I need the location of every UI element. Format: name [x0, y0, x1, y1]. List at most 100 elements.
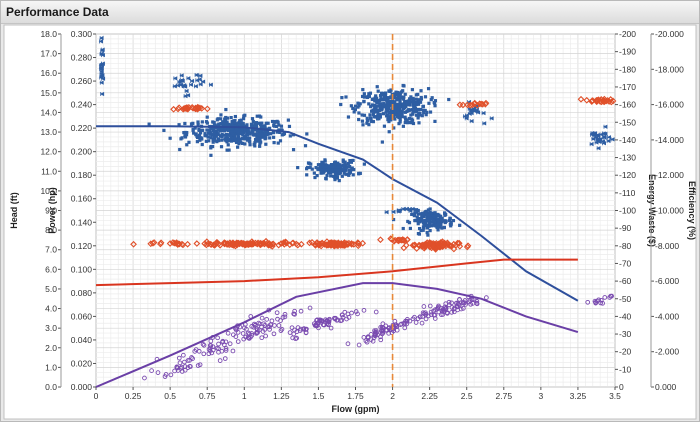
head-data-point — [416, 114, 420, 118]
head-data-point — [334, 166, 338, 170]
efficiency-data-point — [449, 300, 454, 306]
head-data-point — [240, 121, 244, 125]
head-data-point — [212, 130, 217, 134]
head-data-point — [433, 101, 437, 105]
head-data-point — [229, 136, 234, 140]
head-data-point — [323, 158, 327, 162]
power-data-point — [432, 245, 440, 253]
head-data-point — [416, 116, 420, 120]
head-data-point — [211, 144, 215, 149]
efficiency-data-point — [227, 341, 233, 347]
head-data-point — [314, 165, 318, 170]
head-data-point — [375, 104, 379, 108]
head-data-point — [271, 131, 276, 135]
head-data-point — [264, 121, 268, 125]
head-data-point — [222, 121, 226, 125]
head-data-point — [226, 143, 230, 147]
y-tick-label: -100 — [619, 206, 636, 216]
head-data-point — [240, 141, 245, 146]
head-data-point — [411, 101, 416, 105]
efficiency-data-point — [413, 320, 419, 325]
head-data-point — [396, 90, 400, 95]
head-data-point — [464, 113, 469, 118]
head-data-point — [229, 127, 233, 131]
efficiency-data-point — [196, 348, 202, 354]
head-data-point — [205, 121, 209, 125]
head-data-point — [420, 114, 424, 118]
efficiency-data-point — [394, 324, 400, 330]
head-data-point — [369, 104, 373, 109]
head-data-point — [393, 110, 397, 114]
head-data-point — [428, 211, 432, 215]
power-data-point — [193, 240, 201, 247]
head-data-point — [421, 104, 426, 108]
head-data-point — [365, 121, 369, 125]
head-data-point — [418, 220, 422, 224]
head-data-point — [396, 209, 401, 214]
head-data-point — [230, 130, 234, 134]
head-data-point — [403, 115, 407, 119]
head-data-point — [183, 93, 188, 99]
y-tick-label: 0.020 — [71, 358, 93, 368]
head-data-point — [427, 217, 431, 222]
head-data-point — [277, 123, 281, 127]
head-data-point — [291, 148, 296, 152]
power-data-point — [323, 241, 331, 249]
efficiency-data-point — [259, 335, 265, 341]
head-data-point — [315, 173, 319, 178]
efficiency-data-point — [331, 315, 337, 321]
head-data-point — [196, 120, 200, 124]
y-tick-label: 14.0 — [40, 107, 57, 117]
head-data-point — [407, 108, 411, 113]
head-data-point — [449, 220, 453, 224]
head-data-point — [426, 208, 431, 212]
head-data-point — [328, 165, 333, 169]
head-data-point — [418, 113, 422, 117]
head-data-point — [237, 120, 241, 125]
y-tick-label: -130 — [619, 153, 636, 163]
head-data-point — [599, 132, 604, 137]
efficiency-data-point — [593, 300, 599, 306]
y-tick-label: 0.280 — [71, 53, 93, 63]
efficiency-data-point — [177, 360, 183, 366]
y-tick-label: 16.0 — [40, 68, 57, 78]
efficiency-data-point — [235, 339, 241, 344]
head-data-point — [416, 219, 420, 223]
power-data-point — [157, 240, 164, 248]
efficiency-data-point — [368, 332, 374, 337]
head-data-point — [261, 132, 265, 137]
efficiency-data-point — [602, 295, 608, 300]
power-data-point — [402, 241, 410, 249]
head-data-point — [288, 134, 292, 138]
head-data-point — [243, 137, 247, 141]
power-data-point — [459, 101, 467, 109]
head-data-point — [448, 218, 452, 223]
efficiency-data-point — [265, 324, 271, 330]
head-data-point — [428, 207, 432, 211]
head-data-point — [185, 143, 189, 147]
y-tick-label: 13.0 — [40, 127, 57, 137]
head-data-point — [252, 142, 256, 146]
head-data-point — [279, 124, 284, 128]
head-data-point — [489, 116, 494, 121]
power-data-point — [268, 240, 276, 248]
power-data-point — [174, 105, 182, 113]
head-data-point — [321, 161, 325, 165]
head-data-point — [206, 131, 211, 135]
head-data-point — [98, 63, 104, 68]
head-data-point — [229, 139, 233, 143]
head-data-point — [352, 110, 356, 114]
efficiency-data-point — [353, 309, 359, 314]
head-data-point — [381, 104, 386, 109]
efficiency-data-point — [420, 310, 426, 316]
efficiency-data-point — [182, 359, 187, 365]
power-data-point — [479, 100, 487, 108]
head-data-point — [426, 87, 431, 91]
head-data-point — [251, 119, 255, 124]
head-data-point — [342, 166, 346, 170]
head-data-point — [375, 100, 379, 105]
efficiency-data-point — [442, 308, 447, 314]
head-data-point — [385, 101, 389, 105]
head-data-point — [411, 98, 416, 103]
head-data-point — [416, 208, 420, 213]
